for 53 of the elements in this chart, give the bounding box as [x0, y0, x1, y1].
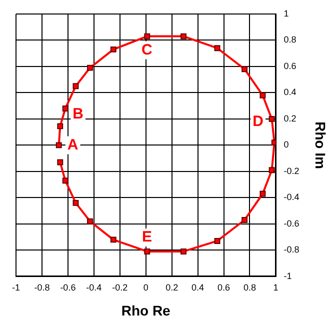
point	[242, 66, 248, 72]
point	[87, 218, 93, 224]
x-tick-label: 1	[273, 282, 278, 292]
x-tick-label: -0.2	[112, 282, 128, 292]
y-tick-label: 0.4	[284, 87, 296, 98]
x-tick-label: -0.6	[60, 282, 76, 292]
y-tick-label: 0.8	[284, 34, 296, 45]
x-tick-label: 0	[143, 282, 148, 292]
x-axis-title: Rho Re	[121, 302, 171, 318]
annotation: D	[252, 112, 264, 130]
point	[110, 236, 116, 243]
point	[72, 83, 79, 90]
point	[72, 200, 79, 206]
point	[62, 105, 68, 112]
y-tick-label: -0.8	[284, 244, 300, 255]
y-tick-label: 0.2	[284, 113, 296, 124]
x-tick-label: 0.8	[243, 282, 256, 292]
point	[56, 142, 62, 148]
y-tick-label: -0.6	[284, 218, 300, 228]
point	[242, 217, 248, 223]
annotation: C	[142, 41, 153, 58]
point	[110, 46, 116, 52]
point	[144, 248, 150, 254]
point	[214, 238, 220, 244]
annotation: E	[142, 228, 152, 246]
point	[271, 140, 276, 146]
x-tick-label: 0.4	[192, 282, 204, 292]
point	[62, 178, 68, 184]
y-tick-label: -0.2	[284, 166, 300, 176]
point	[57, 123, 64, 130]
y-axis-title: Rho Im	[312, 121, 329, 169]
y-tick-label: 1	[284, 8, 289, 18]
point	[87, 64, 93, 71]
annotation: A	[67, 136, 78, 154]
x-tick-label: 0.2	[166, 282, 178, 292]
x-tick-label: -0.8	[34, 282, 50, 292]
y-tick-label: -1	[284, 270, 292, 281]
point	[260, 190, 266, 197]
y-tick-label: 0	[284, 140, 289, 150]
x-tick-label: 0.6	[217, 282, 230, 292]
point	[260, 92, 266, 98]
point	[180, 33, 186, 40]
point	[214, 45, 220, 52]
annotation: B	[72, 105, 84, 122]
point	[57, 159, 64, 166]
point	[180, 248, 186, 254]
y-tick-label: 0.6	[284, 60, 296, 71]
y-tick-label: -0.4	[284, 192, 300, 202]
x-tick-label: -1	[12, 282, 20, 292]
point	[268, 167, 275, 174]
point	[144, 33, 150, 40]
x-tick-label: -0.4	[86, 282, 102, 292]
point	[268, 116, 275, 122]
